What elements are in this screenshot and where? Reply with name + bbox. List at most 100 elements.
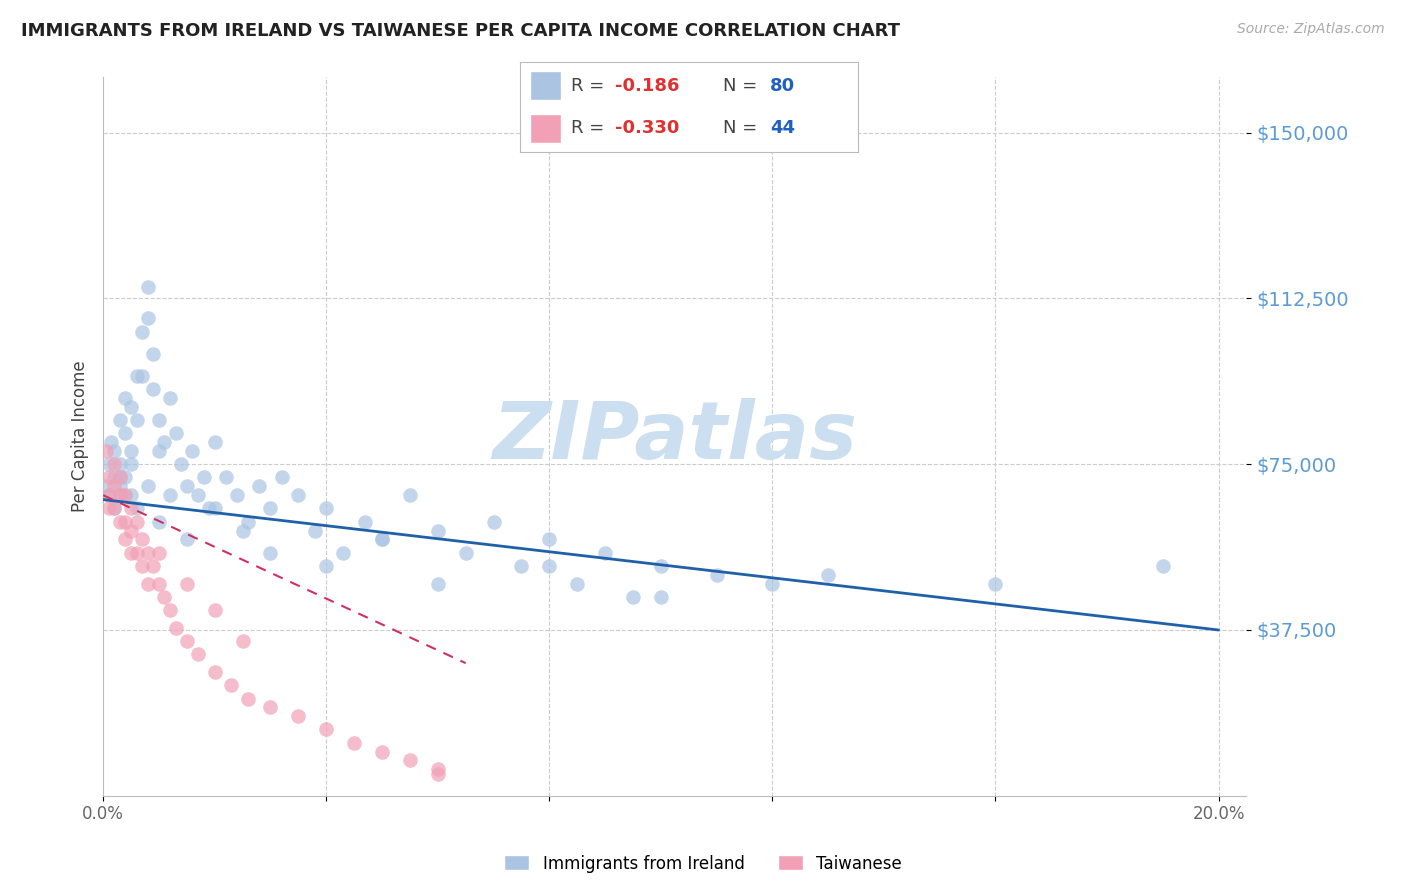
Point <box>120 488 142 502</box>
Point <box>371 745 394 759</box>
Point <box>114 426 136 441</box>
Point <box>170 457 193 471</box>
Point <box>315 501 337 516</box>
Point <box>176 479 198 493</box>
Text: R =: R = <box>571 120 610 137</box>
Point <box>332 546 354 560</box>
Point <box>97 457 120 471</box>
Point <box>120 546 142 560</box>
Point <box>165 426 187 441</box>
Point <box>120 444 142 458</box>
Point <box>204 665 226 679</box>
Point <box>114 488 136 502</box>
Point <box>114 533 136 547</box>
Point <box>221 678 243 692</box>
Point <box>259 501 281 516</box>
Point <box>100 435 122 450</box>
Point <box>97 470 120 484</box>
Point <box>103 479 125 493</box>
Point <box>567 576 589 591</box>
Point <box>371 533 394 547</box>
Bar <box>530 114 561 143</box>
Point <box>142 382 165 396</box>
Text: 80: 80 <box>770 77 794 95</box>
Point <box>108 413 131 427</box>
Point <box>131 325 153 339</box>
Point <box>817 567 839 582</box>
Point <box>114 515 136 529</box>
Point <box>193 470 215 484</box>
Point <box>315 723 337 737</box>
Point <box>761 576 783 591</box>
Point <box>131 368 153 383</box>
Y-axis label: Per Capita Income: Per Capita Income <box>72 360 89 512</box>
Text: Source: ZipAtlas.com: Source: ZipAtlas.com <box>1237 22 1385 37</box>
Point <box>1152 558 1174 573</box>
Point <box>103 457 125 471</box>
Point <box>399 488 422 502</box>
Point <box>204 603 226 617</box>
Point <box>538 533 561 547</box>
Text: N =: N = <box>723 120 762 137</box>
Point <box>148 515 170 529</box>
Point <box>136 280 159 294</box>
Point <box>259 700 281 714</box>
Point <box>148 444 170 458</box>
Point <box>153 590 176 604</box>
Point <box>259 546 281 560</box>
Point <box>426 766 449 780</box>
Text: -0.186: -0.186 <box>614 77 679 95</box>
Point <box>538 558 561 573</box>
Point <box>315 558 337 573</box>
Point <box>482 515 505 529</box>
Text: N =: N = <box>723 77 762 95</box>
Point <box>125 368 148 383</box>
Point <box>371 533 394 547</box>
Point <box>142 558 165 573</box>
Point <box>108 470 131 484</box>
Point <box>94 479 117 493</box>
Point <box>426 524 449 538</box>
Point <box>287 488 309 502</box>
Point <box>984 576 1007 591</box>
Point <box>232 634 254 648</box>
Point <box>176 576 198 591</box>
Point <box>270 470 292 484</box>
Point <box>159 488 181 502</box>
Point <box>142 347 165 361</box>
Point <box>510 558 533 573</box>
Point <box>136 479 159 493</box>
Point <box>103 501 125 516</box>
Point <box>593 546 616 560</box>
Point <box>103 501 125 516</box>
Point <box>287 709 309 723</box>
Point <box>343 736 366 750</box>
Point <box>120 501 142 516</box>
Point <box>236 691 259 706</box>
Point <box>120 457 142 471</box>
Point <box>304 524 326 538</box>
Point <box>181 444 204 458</box>
Point <box>114 488 136 502</box>
Point <box>108 457 131 471</box>
Point <box>103 470 125 484</box>
Point <box>621 590 644 604</box>
Point <box>136 311 159 326</box>
Legend: Immigrants from Ireland, Taiwanese: Immigrants from Ireland, Taiwanese <box>498 848 908 880</box>
Text: IMMIGRANTS FROM IRELAND VS TAIWANESE PER CAPITA INCOME CORRELATION CHART: IMMIGRANTS FROM IRELAND VS TAIWANESE PER… <box>21 22 900 40</box>
Point <box>108 488 131 502</box>
Point <box>97 501 120 516</box>
Point <box>97 488 120 502</box>
Point <box>176 634 198 648</box>
Point <box>94 444 117 458</box>
Point <box>103 444 125 458</box>
Point <box>131 533 153 547</box>
Text: -0.330: -0.330 <box>614 120 679 137</box>
Point <box>97 488 120 502</box>
Point <box>354 515 377 529</box>
Point <box>136 546 159 560</box>
Point <box>125 515 148 529</box>
Text: 44: 44 <box>770 120 794 137</box>
Point <box>706 567 728 582</box>
Point <box>247 479 270 493</box>
